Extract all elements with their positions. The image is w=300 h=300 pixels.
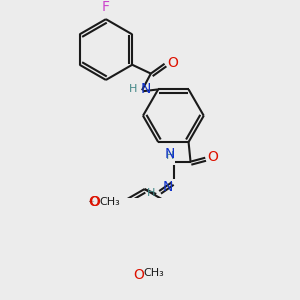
Text: N: N: [141, 82, 152, 96]
Text: H: H: [129, 84, 137, 94]
Text: O: O: [167, 56, 178, 70]
Text: H: H: [146, 188, 155, 198]
Text: N: N: [164, 147, 175, 161]
Text: O: O: [134, 268, 145, 283]
Text: O: O: [208, 150, 218, 164]
Text: methoxy: methoxy: [89, 201, 95, 202]
Text: N: N: [163, 180, 173, 194]
Text: CH₃: CH₃: [99, 197, 120, 207]
Text: H: H: [166, 151, 174, 161]
Text: O: O: [90, 195, 101, 209]
Text: CH₃: CH₃: [143, 268, 164, 278]
Text: O: O: [88, 195, 99, 209]
Text: F: F: [102, 0, 110, 14]
